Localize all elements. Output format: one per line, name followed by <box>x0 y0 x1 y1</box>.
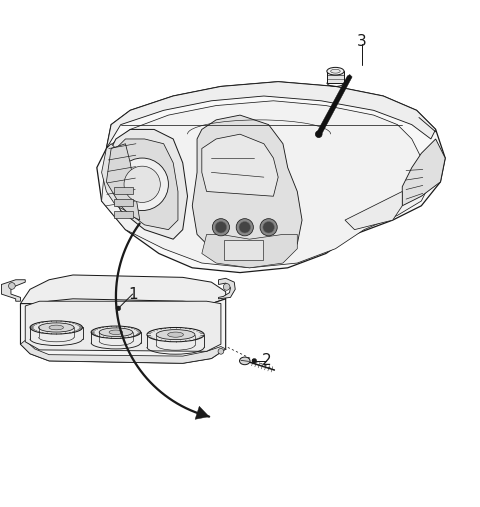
Polygon shape <box>21 275 226 308</box>
Text: 2: 2 <box>262 353 271 369</box>
Ellipse shape <box>30 321 83 334</box>
FancyBboxPatch shape <box>114 210 132 218</box>
Text: 3: 3 <box>357 33 367 49</box>
Polygon shape <box>25 301 221 351</box>
Polygon shape <box>111 139 178 230</box>
Circle shape <box>215 222 227 233</box>
Circle shape <box>223 283 230 290</box>
Polygon shape <box>192 115 302 263</box>
Circle shape <box>116 158 168 210</box>
Ellipse shape <box>91 326 141 339</box>
Circle shape <box>260 219 277 236</box>
Polygon shape <box>316 75 352 135</box>
FancyBboxPatch shape <box>224 240 263 260</box>
Polygon shape <box>102 144 130 210</box>
Polygon shape <box>202 134 278 196</box>
Circle shape <box>315 131 322 137</box>
FancyBboxPatch shape <box>114 187 132 194</box>
Polygon shape <box>107 144 140 220</box>
Text: 1: 1 <box>128 286 137 302</box>
Circle shape <box>124 166 160 202</box>
Ellipse shape <box>240 357 250 365</box>
Polygon shape <box>97 82 445 273</box>
Circle shape <box>263 222 275 233</box>
Ellipse shape <box>331 69 340 73</box>
Polygon shape <box>402 139 445 206</box>
Circle shape <box>252 358 257 363</box>
Polygon shape <box>218 278 235 299</box>
Polygon shape <box>107 129 188 239</box>
Circle shape <box>236 219 253 236</box>
Ellipse shape <box>327 67 344 75</box>
Ellipse shape <box>156 330 195 340</box>
Polygon shape <box>21 299 226 363</box>
Polygon shape <box>102 101 431 268</box>
Polygon shape <box>21 340 226 363</box>
Circle shape <box>212 219 229 236</box>
Circle shape <box>116 306 120 311</box>
Polygon shape <box>1 280 25 301</box>
FancyBboxPatch shape <box>114 199 132 206</box>
Polygon shape <box>327 71 344 83</box>
Ellipse shape <box>99 328 132 337</box>
Polygon shape <box>107 82 436 149</box>
Polygon shape <box>345 192 402 230</box>
Ellipse shape <box>38 323 74 332</box>
Ellipse shape <box>168 332 183 337</box>
Circle shape <box>239 222 251 233</box>
Circle shape <box>218 348 224 354</box>
Polygon shape <box>195 406 209 419</box>
Ellipse shape <box>109 330 123 335</box>
Ellipse shape <box>49 325 63 330</box>
Circle shape <box>9 282 15 289</box>
Ellipse shape <box>147 328 204 342</box>
Polygon shape <box>202 234 297 268</box>
